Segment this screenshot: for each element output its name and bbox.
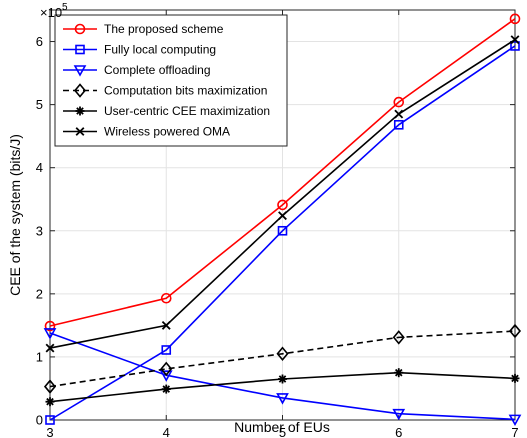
legend-marker bbox=[73, 83, 87, 98]
y-tick-label: 2 bbox=[36, 286, 43, 301]
legend-label: Fully local computing bbox=[104, 43, 216, 57]
legend-label: User-centric CEE maximization bbox=[104, 104, 270, 118]
data-point bbox=[45, 415, 55, 425]
series-line bbox=[49, 45, 516, 421]
data-point bbox=[276, 393, 289, 405]
data-point bbox=[160, 361, 173, 377]
y-axis-label: CEE of the system (bits/J) bbox=[7, 134, 23, 296]
series-line bbox=[49, 18, 516, 327]
legend-entry: Wireless powered OMA bbox=[63, 125, 230, 139]
data-point bbox=[509, 13, 521, 25]
legend: The proposed scheme Fully local computing… bbox=[54, 14, 288, 147]
data-point bbox=[393, 96, 405, 108]
y-tick-label: 3 bbox=[36, 223, 43, 238]
legend-marker bbox=[75, 127, 85, 136]
series-line bbox=[49, 330, 516, 388]
legend-entry: Fully local computing bbox=[63, 43, 216, 57]
data-point bbox=[394, 109, 404, 119]
y-axis-exponent-base: ×10 bbox=[40, 5, 62, 20]
legend-marker bbox=[74, 23, 86, 35]
series-complete-offloading bbox=[43, 328, 522, 427]
data-point bbox=[510, 373, 520, 383]
data-point bbox=[45, 397, 55, 407]
x-tick-label: 5 bbox=[279, 425, 286, 438]
legend-box bbox=[54, 14, 288, 147]
legend-marker bbox=[75, 106, 85, 116]
x-tick-label: 3 bbox=[46, 425, 53, 438]
series-the-proposed-scheme bbox=[44, 13, 521, 332]
data-point bbox=[394, 368, 404, 378]
y-tick-label: 4 bbox=[36, 160, 43, 175]
data-point bbox=[276, 346, 289, 362]
legend-entry: User-centric CEE maximization bbox=[63, 104, 270, 118]
legend-entry: The proposed scheme bbox=[63, 22, 224, 36]
data-point bbox=[161, 345, 172, 355]
series-computation-bits-maximization bbox=[43, 323, 522, 394]
y-tick-label: 0 bbox=[36, 413, 43, 428]
y-axis-exponent-power: 5 bbox=[62, 2, 68, 13]
legend-label: The proposed scheme bbox=[104, 22, 224, 36]
data-point bbox=[278, 211, 287, 221]
series-line bbox=[49, 332, 516, 421]
x-tick-label: 4 bbox=[163, 425, 170, 438]
series-fully-local-computing bbox=[45, 41, 520, 425]
y-tick-label: 6 bbox=[36, 34, 43, 49]
data-point bbox=[278, 374, 287, 384]
legend-marker bbox=[73, 65, 87, 77]
series-group bbox=[43, 13, 522, 427]
legend-label: Complete offloading bbox=[104, 63, 211, 77]
data-point bbox=[277, 199, 288, 211]
legend-entry: Complete offloading bbox=[63, 63, 211, 77]
data-point bbox=[44, 320, 56, 332]
data-point bbox=[161, 320, 171, 330]
data-point bbox=[392, 330, 405, 345]
data-point bbox=[160, 292, 172, 304]
data-point bbox=[277, 225, 288, 236]
data-point bbox=[508, 323, 522, 339]
data-point bbox=[159, 370, 173, 382]
data-point bbox=[161, 384, 171, 394]
data-point bbox=[393, 120, 404, 130]
data-point bbox=[510, 35, 520, 45]
series-user-centric-cee-maximization bbox=[45, 368, 520, 407]
data-point bbox=[43, 379, 57, 394]
axes: 3 4 5 6 7 0 1 2 3 4 5 6 bbox=[36, 9, 519, 438]
data-point bbox=[43, 328, 57, 340]
x-tick-label: 6 bbox=[395, 425, 402, 438]
legend-marker bbox=[75, 44, 85, 55]
y-tick-label: 1 bbox=[36, 349, 43, 364]
y-tick-label: 5 bbox=[36, 97, 43, 112]
legend-label: Computation bits maximization bbox=[104, 84, 267, 98]
series-wireless-powered-oma bbox=[45, 35, 520, 353]
legend-entry: Computation bits maximization bbox=[63, 83, 267, 98]
x-tick-label: 7 bbox=[511, 425, 518, 438]
data-point bbox=[392, 408, 406, 421]
data-point bbox=[510, 41, 520, 51]
data-point bbox=[45, 343, 55, 353]
legend-label: Wireless powered OMA bbox=[104, 125, 230, 139]
x-axis-label: Number of EUs bbox=[234, 419, 330, 435]
data-point bbox=[508, 414, 522, 427]
